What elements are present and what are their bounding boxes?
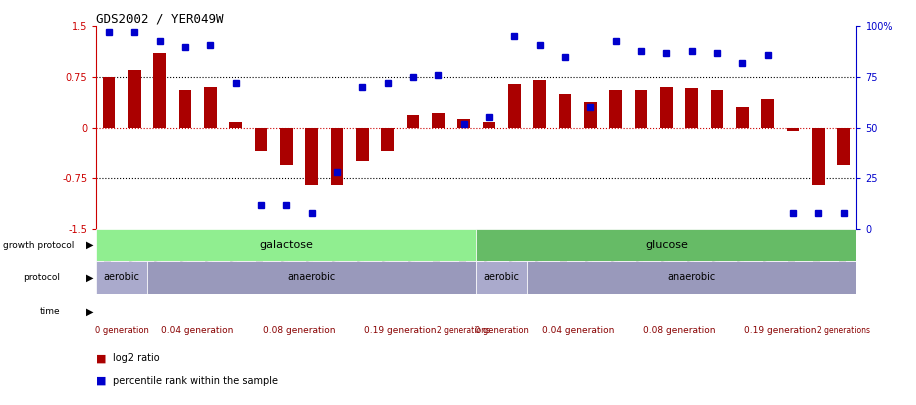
Text: time: time [39, 307, 60, 316]
Text: anaerobic: anaerobic [668, 273, 716, 282]
Text: 0.19 generation: 0.19 generation [364, 326, 437, 335]
Bar [787, 128, 800, 131]
Text: glucose: glucose [645, 240, 688, 250]
Bar [476, 261, 527, 294]
Bar [457, 119, 470, 128]
Bar [711, 90, 724, 128]
Bar [432, 113, 444, 128]
Text: aerobic: aerobic [484, 273, 519, 282]
Bar [407, 115, 420, 128]
Bar [660, 87, 672, 128]
Text: ■: ■ [96, 376, 106, 386]
Bar [584, 102, 596, 128]
Bar [96, 229, 476, 261]
Bar [812, 128, 824, 185]
Bar [483, 122, 496, 128]
Text: GDS2002 / YER049W: GDS2002 / YER049W [96, 12, 224, 25]
Bar [179, 90, 191, 128]
Bar [527, 261, 856, 294]
Text: 2 generations: 2 generations [817, 326, 870, 335]
Bar [280, 128, 292, 165]
Text: log2 ratio: log2 ratio [113, 354, 159, 363]
Text: ▶: ▶ [86, 307, 93, 317]
Bar [331, 128, 344, 185]
Bar [356, 128, 368, 161]
Bar [609, 90, 622, 128]
Text: ■: ■ [96, 354, 106, 363]
Bar [96, 261, 147, 294]
Text: 0.08 generation: 0.08 generation [263, 326, 335, 335]
Bar [508, 84, 520, 128]
Text: protocol: protocol [23, 273, 60, 282]
Text: aerobic: aerobic [104, 273, 139, 282]
Text: anaerobic: anaerobic [288, 273, 336, 282]
Bar [204, 87, 216, 128]
Text: growth protocol: growth protocol [3, 241, 74, 249]
Bar [229, 122, 242, 128]
Text: 0 generation: 0 generation [94, 326, 148, 335]
Bar [381, 128, 394, 151]
Bar [559, 94, 572, 128]
Bar [128, 70, 140, 128]
Bar [635, 90, 648, 128]
Text: 0.04 generation: 0.04 generation [161, 326, 234, 335]
Bar [761, 99, 774, 128]
Bar [476, 229, 856, 261]
Text: 0 generation: 0 generation [474, 326, 529, 335]
Text: galactose: galactose [259, 240, 313, 250]
Text: 0.08 generation: 0.08 generation [643, 326, 715, 335]
Bar [685, 88, 698, 128]
Bar [533, 80, 546, 128]
Text: 0.04 generation: 0.04 generation [541, 326, 614, 335]
Text: 2 generations: 2 generations [437, 326, 490, 335]
Bar [305, 128, 318, 185]
Bar [837, 128, 850, 165]
Text: percentile rank within the sample: percentile rank within the sample [113, 376, 278, 386]
Bar [147, 261, 476, 294]
Bar [103, 77, 115, 128]
Text: ▶: ▶ [86, 273, 93, 282]
Bar [736, 107, 748, 128]
Bar [153, 53, 166, 128]
Text: 0.19 generation: 0.19 generation [744, 326, 817, 335]
Text: ▶: ▶ [86, 240, 93, 250]
Bar [255, 128, 267, 151]
